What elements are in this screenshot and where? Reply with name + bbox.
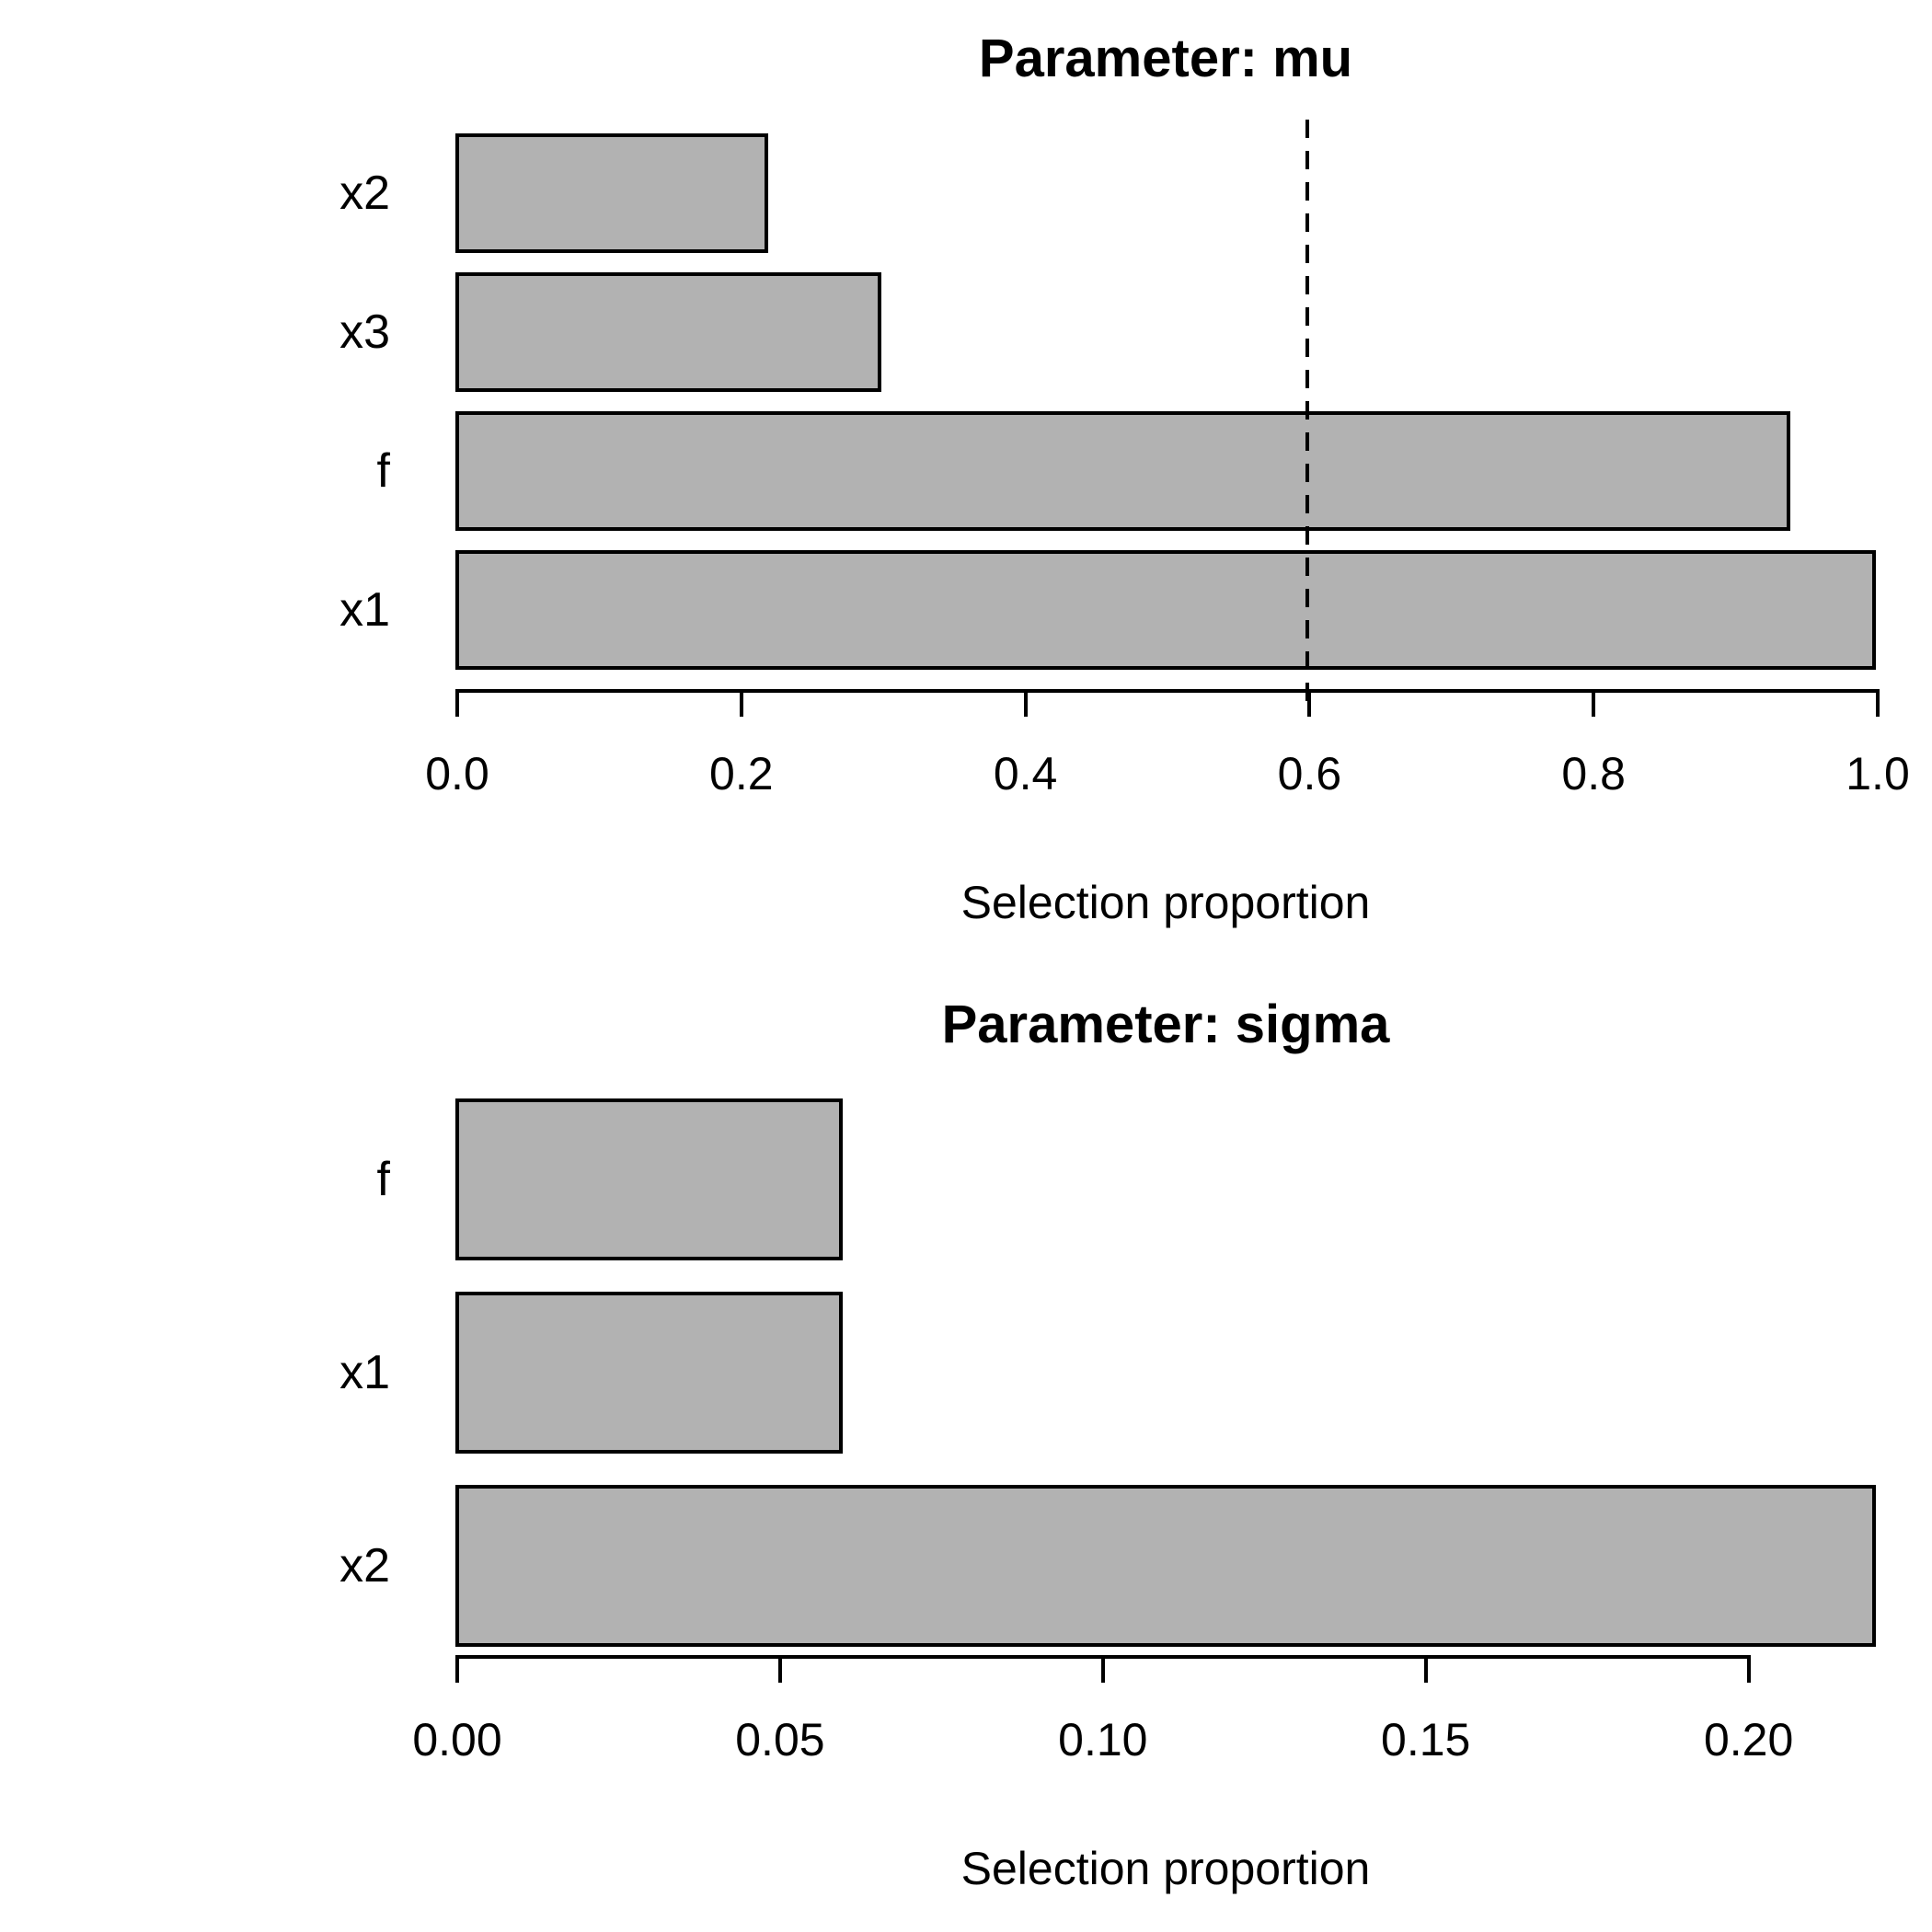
x-axis-tick-label-0.15: 0.15 [1381,1714,1471,1765]
category-label-x2: x2 [339,167,390,220]
x-axis-title-sigma: Selection proportion [960,1843,1371,1894]
x-axis-tick-label-0.00: 0.00 [412,1714,502,1765]
x-axis-tick-label-0.05: 0.05 [735,1714,825,1765]
x-axis-tick-label-0.20: 0.20 [1703,1714,1794,1765]
category-label-x2: x2 [339,1539,390,1593]
x-axis-tick-0.00 [455,1655,459,1683]
category-label-x3: x3 [339,305,390,359]
x-axis-tick-0.2 [739,689,743,717]
bar-x1 [455,1292,844,1454]
x-axis-tick-0.8 [1592,689,1596,717]
category-label-f: f [376,444,390,498]
x-axis-tick-0.0 [455,689,459,717]
x-axis-tick-0.05 [777,1655,782,1683]
bar-x2 [455,1485,1876,1647]
chart-title-sigma: Parameter: sigma [941,995,1390,1054]
threshold-line [1305,120,1310,713]
bar-x1 [455,550,1876,670]
bar-f [455,411,1791,531]
x-axis-tick-label-1.0: 1.0 [1846,748,1910,799]
x-axis-tick-1.0 [1876,689,1880,717]
x-axis-tick-0.6 [1307,689,1312,717]
x-axis-tick-label-0.10: 0.10 [1058,1714,1148,1765]
chart-title-mu: Parameter: mu [978,29,1353,88]
x-axis-title-mu: Selection proportion [960,877,1371,928]
x-axis-tick-0.15 [1423,1655,1428,1683]
category-label-x1: x1 [339,583,390,637]
x-axis-tick-0.10 [1100,1655,1105,1683]
bar-f [455,1098,844,1260]
category-label-x1: x1 [339,1346,390,1399]
bar-x3 [455,272,882,392]
x-axis-tick-label-0.0: 0.0 [425,748,489,799]
category-label-f: f [376,1153,390,1206]
x-axis-tick-0.4 [1023,689,1028,717]
x-axis-line [455,689,1880,693]
x-axis-tick-0.20 [1746,1655,1751,1683]
x-axis-tick-label-0.2: 0.2 [709,748,774,799]
x-axis-tick-label-0.6: 0.6 [1277,748,1342,799]
bar-x2 [455,133,768,253]
x-axis-tick-label-0.8: 0.8 [1561,748,1626,799]
x-axis-tick-label-0.4: 0.4 [993,748,1058,799]
